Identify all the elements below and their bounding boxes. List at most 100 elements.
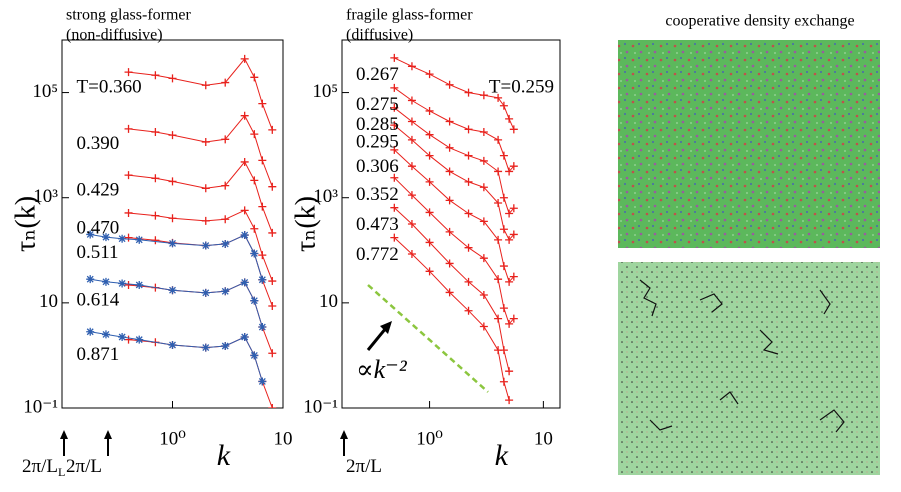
series-line	[393, 237, 510, 401]
data-point	[509, 314, 518, 323]
data-point	[445, 196, 454, 205]
data-point	[407, 117, 416, 126]
chart-subtitle: (non-diffusive)	[66, 27, 163, 44]
series-label: 0.429	[77, 179, 120, 200]
data-point	[479, 156, 488, 165]
label-text: 2π/L	[66, 456, 102, 477]
data-point	[445, 117, 454, 126]
data-point	[240, 206, 249, 215]
data-point	[425, 130, 434, 139]
data-point	[505, 114, 514, 123]
data-point	[240, 278, 249, 287]
y-tick-label: 10	[39, 291, 58, 312]
series-label: 0.390	[77, 133, 120, 154]
data-point	[258, 156, 267, 165]
data-point	[494, 167, 503, 176]
data-point	[201, 137, 210, 146]
data-point	[464, 125, 473, 134]
data-point	[221, 78, 230, 87]
snapshot-top	[618, 40, 880, 248]
data-point	[407, 162, 416, 171]
data-point	[201, 241, 210, 250]
chart-title: strong glass-former	[66, 7, 192, 24]
data-point	[201, 288, 210, 297]
data-point	[425, 177, 434, 186]
k-marker-label: 2π/L	[66, 456, 102, 477]
data-point	[407, 135, 416, 144]
data-point	[464, 277, 473, 286]
data-point	[168, 239, 177, 248]
x-tick-label: 10⁰	[159, 428, 186, 449]
data-point	[464, 243, 473, 252]
plot-area	[86, 54, 277, 408]
data-point	[499, 225, 508, 234]
data-point	[445, 143, 454, 152]
label-sub: L	[58, 465, 65, 479]
series-label: 0.470	[77, 217, 120, 238]
temperature-label: T=0.259	[489, 76, 554, 97]
reference-line	[367, 284, 489, 393]
data-point	[221, 215, 230, 224]
data-point	[425, 106, 434, 115]
data-point	[151, 211, 160, 220]
data-point	[268, 228, 277, 237]
data-point	[479, 127, 488, 136]
data-point	[168, 286, 177, 295]
series-label: 0.473	[356, 214, 399, 235]
data-point	[151, 236, 160, 245]
data-point	[124, 124, 133, 133]
data-point	[407, 96, 416, 105]
data-point	[390, 203, 399, 212]
series-line	[128, 114, 273, 187]
plot-frame	[341, 39, 561, 409]
y-tick-label: 10³	[33, 186, 58, 207]
data-point	[250, 249, 259, 258]
data-point	[86, 275, 95, 284]
data-point	[124, 68, 133, 77]
y-axis-label: τₙ(k)	[290, 196, 321, 252]
series-label: T=0.360	[77, 76, 142, 97]
data-point	[390, 103, 399, 112]
data-point	[499, 304, 508, 313]
data-point	[509, 272, 518, 281]
series-label: 0.352	[356, 184, 399, 205]
data-point	[464, 151, 473, 160]
data-point	[445, 259, 454, 268]
data-point	[390, 121, 399, 130]
data-point	[390, 83, 399, 92]
series-line	[90, 234, 263, 280]
data-point	[151, 174, 160, 183]
series-line	[393, 149, 515, 283]
label-text: 2π/L	[22, 456, 58, 477]
arrow	[366, 327, 388, 351]
series-line	[393, 177, 515, 325]
data-point	[118, 234, 127, 243]
data-point	[124, 208, 133, 217]
data-point	[101, 330, 110, 339]
data-point	[494, 198, 503, 207]
y-tick-label: 10	[319, 291, 338, 312]
data-point	[258, 202, 267, 211]
data-point	[390, 233, 399, 242]
data-point	[250, 224, 259, 233]
x-tick-label: 10⁰	[416, 428, 443, 449]
data-point	[250, 351, 259, 360]
data-point	[499, 377, 508, 386]
data-point	[505, 277, 514, 286]
data-point	[464, 209, 473, 218]
data-point	[221, 239, 230, 248]
data-point	[250, 130, 259, 139]
plot-area	[390, 53, 518, 405]
x-axis-label: k	[495, 439, 509, 472]
data-point	[168, 214, 177, 223]
displacement-traces	[639, 279, 845, 433]
data-point	[135, 335, 144, 344]
y-tick-label: 10⁻¹	[23, 396, 58, 417]
data-point	[499, 151, 508, 160]
data-point	[479, 217, 488, 226]
series-line	[90, 278, 263, 328]
data-point	[240, 111, 249, 120]
data-point	[505, 367, 514, 376]
data-point	[250, 296, 259, 305]
